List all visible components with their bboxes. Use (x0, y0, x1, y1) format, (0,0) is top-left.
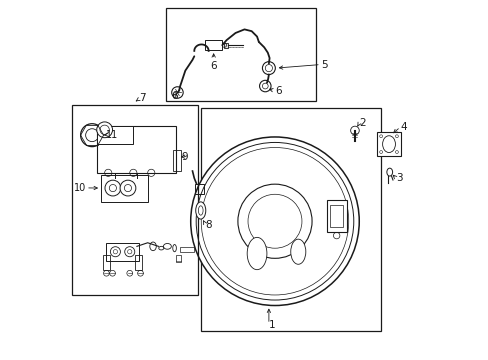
Bar (204, 40, 222, 50)
Bar (97, 126, 133, 144)
Bar (97, 126, 176, 173)
Text: 3: 3 (395, 173, 402, 183)
Circle shape (238, 184, 311, 258)
Circle shape (97, 122, 112, 138)
Ellipse shape (195, 202, 205, 219)
Text: 6: 6 (274, 86, 281, 96)
Bar (106, 243, 139, 261)
Text: 2: 2 (359, 118, 365, 128)
Text: 8: 8 (204, 220, 211, 230)
Ellipse shape (247, 237, 266, 270)
Bar (176, 255, 180, 262)
Bar (377, 132, 400, 156)
Bar (165, 8, 316, 101)
Bar (224, 42, 228, 48)
Bar (201, 108, 380, 330)
Text: 1: 1 (268, 320, 275, 330)
Circle shape (105, 180, 121, 196)
Text: 10: 10 (74, 183, 86, 193)
Bar (101, 175, 147, 202)
Text: 6: 6 (171, 91, 177, 101)
Bar (195, 184, 203, 194)
Text: 5: 5 (321, 59, 327, 69)
Text: 4: 4 (400, 122, 407, 132)
Circle shape (81, 124, 103, 147)
Circle shape (120, 180, 136, 196)
Bar (72, 105, 198, 295)
Bar (172, 149, 180, 171)
Text: 7: 7 (139, 93, 145, 103)
Text: 9: 9 (182, 152, 188, 162)
Bar (135, 255, 142, 270)
Text: 6: 6 (210, 61, 217, 71)
Circle shape (190, 137, 359, 306)
Bar (102, 255, 110, 270)
Ellipse shape (290, 239, 305, 264)
Bar (329, 205, 343, 226)
Text: 11: 11 (106, 130, 119, 140)
Bar (180, 247, 194, 252)
Bar (326, 200, 346, 232)
